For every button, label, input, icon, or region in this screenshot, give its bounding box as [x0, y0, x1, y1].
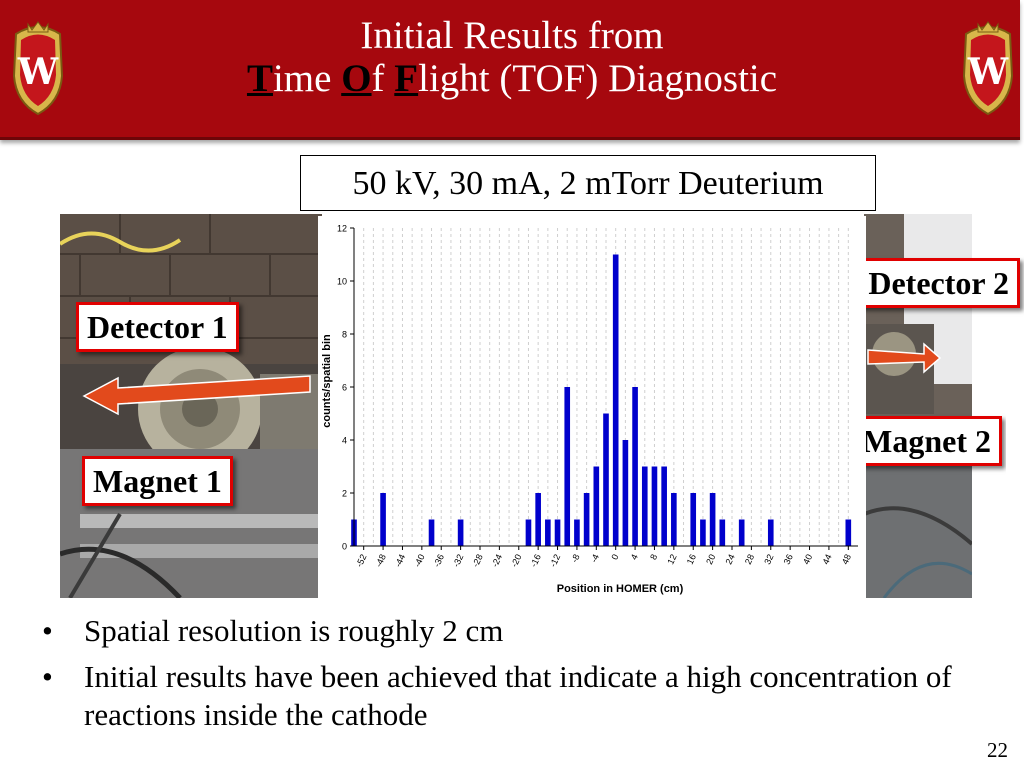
- x-tick-label: 44: [820, 553, 833, 566]
- x-tick-label: -48: [373, 553, 388, 569]
- bullet-text: Spatial resolution is roughly 2 cm: [84, 613, 504, 648]
- histogram-bar: [554, 519, 561, 546]
- x-tick-label: 4: [629, 553, 640, 562]
- y-tick-label: 0: [342, 542, 347, 552]
- magnet-2-label: Magnet 2: [866, 416, 1002, 466]
- x-tick-label: 12: [665, 553, 678, 566]
- histogram-bar: [574, 519, 580, 546]
- x-tick-label: -28: [470, 553, 485, 569]
- title-word-f: f: [371, 57, 395, 100]
- page-number: 22: [987, 738, 1008, 762]
- x-tick-label: 28: [743, 553, 756, 566]
- title-banner: [0, 0, 1020, 140]
- x-tick-label: -4: [589, 553, 601, 564]
- lab-photo-left: [60, 214, 322, 598]
- histogram-bar: [603, 413, 609, 546]
- histogram-bar: [641, 466, 648, 546]
- title-line-1: Initial Results from: [360, 14, 664, 57]
- x-tick-label: -12: [548, 553, 563, 569]
- y-tick-label: 4: [342, 436, 347, 446]
- title-letter-f: F: [394, 57, 419, 100]
- magnet-2-label-clip: Magnet 2: [866, 410, 1006, 480]
- y-tick-label: 10: [337, 277, 347, 287]
- x-axis-label: Position in HOMER (cm): [557, 583, 684, 595]
- histogram-bar: [428, 519, 435, 546]
- x-tick-label: 36: [782, 553, 795, 566]
- x-tick-label: -36: [431, 553, 446, 569]
- detector-1-label: Detector 1: [76, 302, 239, 352]
- histogram-bar: [535, 493, 541, 546]
- detector-1-photo: [60, 214, 322, 598]
- y-tick-label: 6: [342, 383, 347, 393]
- x-tick-label: -52: [354, 553, 369, 569]
- y-tick-label: 12: [337, 224, 347, 234]
- x-tick-label: -40: [412, 553, 427, 569]
- title-letter-o: O: [341, 57, 372, 100]
- histogram-bar: [671, 493, 677, 546]
- x-tick-label: 48: [840, 553, 853, 566]
- histogram-bar: [545, 519, 551, 546]
- histogram-bar: [661, 466, 667, 546]
- x-tick-label: 40: [801, 553, 814, 566]
- histogram-bar: [651, 466, 658, 546]
- histogram-bar: [525, 519, 532, 546]
- x-tick-label: -24: [490, 553, 505, 569]
- histogram-bar: [767, 519, 774, 546]
- bullet-dot: •: [42, 613, 53, 648]
- title-letter-t: T: [246, 57, 273, 100]
- x-tick-label: 20: [704, 553, 717, 566]
- histogram-bar: [612, 254, 619, 546]
- x-tick-label: 0: [609, 553, 620, 562]
- histogram-bar: [622, 440, 629, 546]
- x-tick-label: -16: [528, 553, 543, 569]
- histogram-bar: [845, 519, 852, 546]
- uw-crest-icon: W: [12, 21, 64, 116]
- histogram-bar: [457, 519, 464, 546]
- histogram-bar: [564, 387, 571, 546]
- bullet-dot: •: [42, 659, 53, 694]
- slide-header: W W Initial Results from Time Of Flight …: [0, 0, 1024, 140]
- title-word-light: light (TOF) Diagnostic: [418, 57, 778, 100]
- x-tick-label: 16: [685, 553, 698, 566]
- histogram-bar: [583, 493, 590, 546]
- conditions-box: 50 kV, 30 mA, 2 mTorr Deuterium: [300, 155, 876, 211]
- y-tick-label: 8: [342, 330, 347, 340]
- bullet-list: • Spatial resolution is roughly 2 cm • I…: [42, 612, 982, 742]
- tof-histogram: 0 2 4 6 8 10 12 -52 -48 -44 -40 -36 -32 -28 -24 -20 -16-…: [318, 216, 866, 599]
- x-tick-label: -20: [509, 553, 524, 569]
- histogram-bar: [690, 493, 697, 546]
- x-tick-label: -8: [569, 553, 581, 564]
- detector-2-label: Detector 2: [866, 258, 1020, 308]
- x-tick-label: -32: [451, 553, 466, 569]
- title-word-ime: ime: [272, 57, 342, 100]
- histogram-bar: [632, 387, 638, 546]
- bullet-item: • Initial results have been achieved tha…: [42, 658, 982, 734]
- histogram-bar: [709, 493, 716, 546]
- histogram-bar: [700, 519, 706, 546]
- x-tick-label: 24: [724, 553, 737, 566]
- histogram-bar: [593, 466, 600, 546]
- magnet-1-label: Magnet 1: [82, 456, 233, 506]
- bullet-item: • Spatial resolution is roughly 2 cm: [42, 612, 982, 650]
- histogram-bar: [738, 519, 745, 546]
- uw-crest-icon: W: [962, 21, 1014, 116]
- svg-text:W: W: [967, 51, 1009, 93]
- x-tick-label: 8: [648, 553, 659, 562]
- svg-text:W: W: [17, 51, 59, 93]
- y-axis-label: counts/spatial bin: [321, 334, 333, 428]
- histogram-bar: [380, 493, 386, 546]
- slide-title: Initial Results from Time Of Flight (TOF…: [80, 14, 944, 100]
- y-tick-label: 2: [342, 489, 347, 499]
- x-tick-label: 32: [762, 553, 775, 566]
- bullet-text: Initial results have been achieved that …: [84, 659, 952, 732]
- title-line-2: Time Of Flight (TOF) Diagnostic: [80, 57, 944, 100]
- detector-2-label-clip: Detector 2: [866, 250, 1024, 320]
- histogram-bar: [719, 519, 726, 546]
- x-tick-label: -44: [393, 553, 408, 569]
